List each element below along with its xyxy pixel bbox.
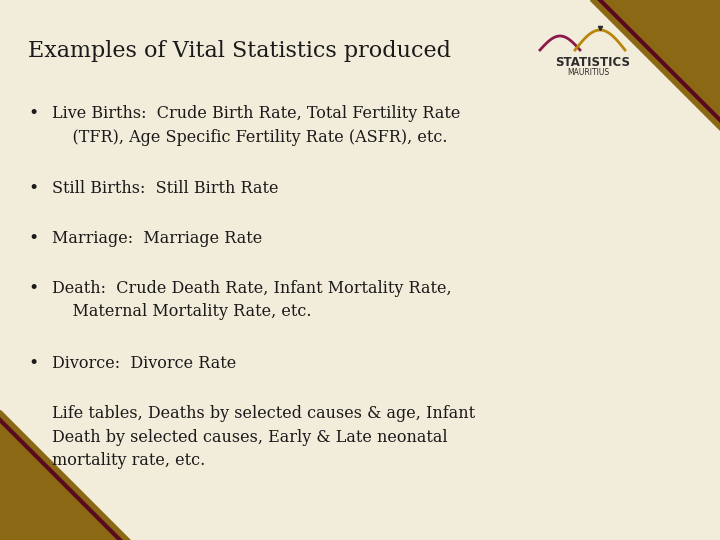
Text: •: • [28,180,38,197]
Text: Death:  Crude Death Rate, Infant Mortality Rate,
    Maternal Mortality Rate, et: Death: Crude Death Rate, Infant Mortalit… [52,280,451,321]
Text: Live Births:  Crude Birth Rate, Total Fertility Rate
    (TFR), Age Specific Fer: Live Births: Crude Birth Rate, Total Fer… [52,105,460,145]
Polygon shape [590,0,720,130]
Text: •: • [28,355,38,372]
Text: Marriage:  Marriage Rate: Marriage: Marriage Rate [52,230,262,247]
Text: STATISTICS: STATISTICS [555,56,630,69]
Text: •: • [28,230,38,247]
Text: MAURITIUS: MAURITIUS [567,68,609,77]
Text: •: • [28,280,38,297]
Text: Examples of Vital Statistics produced: Examples of Vital Statistics produced [28,40,451,62]
Text: Life tables, Deaths by selected causes & age, Infant
Death by selected causes, E: Life tables, Deaths by selected causes &… [52,405,475,469]
Text: Divorce:  Divorce Rate: Divorce: Divorce Rate [52,355,236,372]
Polygon shape [0,410,130,540]
Text: Still Births:  Still Birth Rate: Still Births: Still Birth Rate [52,180,279,197]
Text: •: • [28,105,38,122]
